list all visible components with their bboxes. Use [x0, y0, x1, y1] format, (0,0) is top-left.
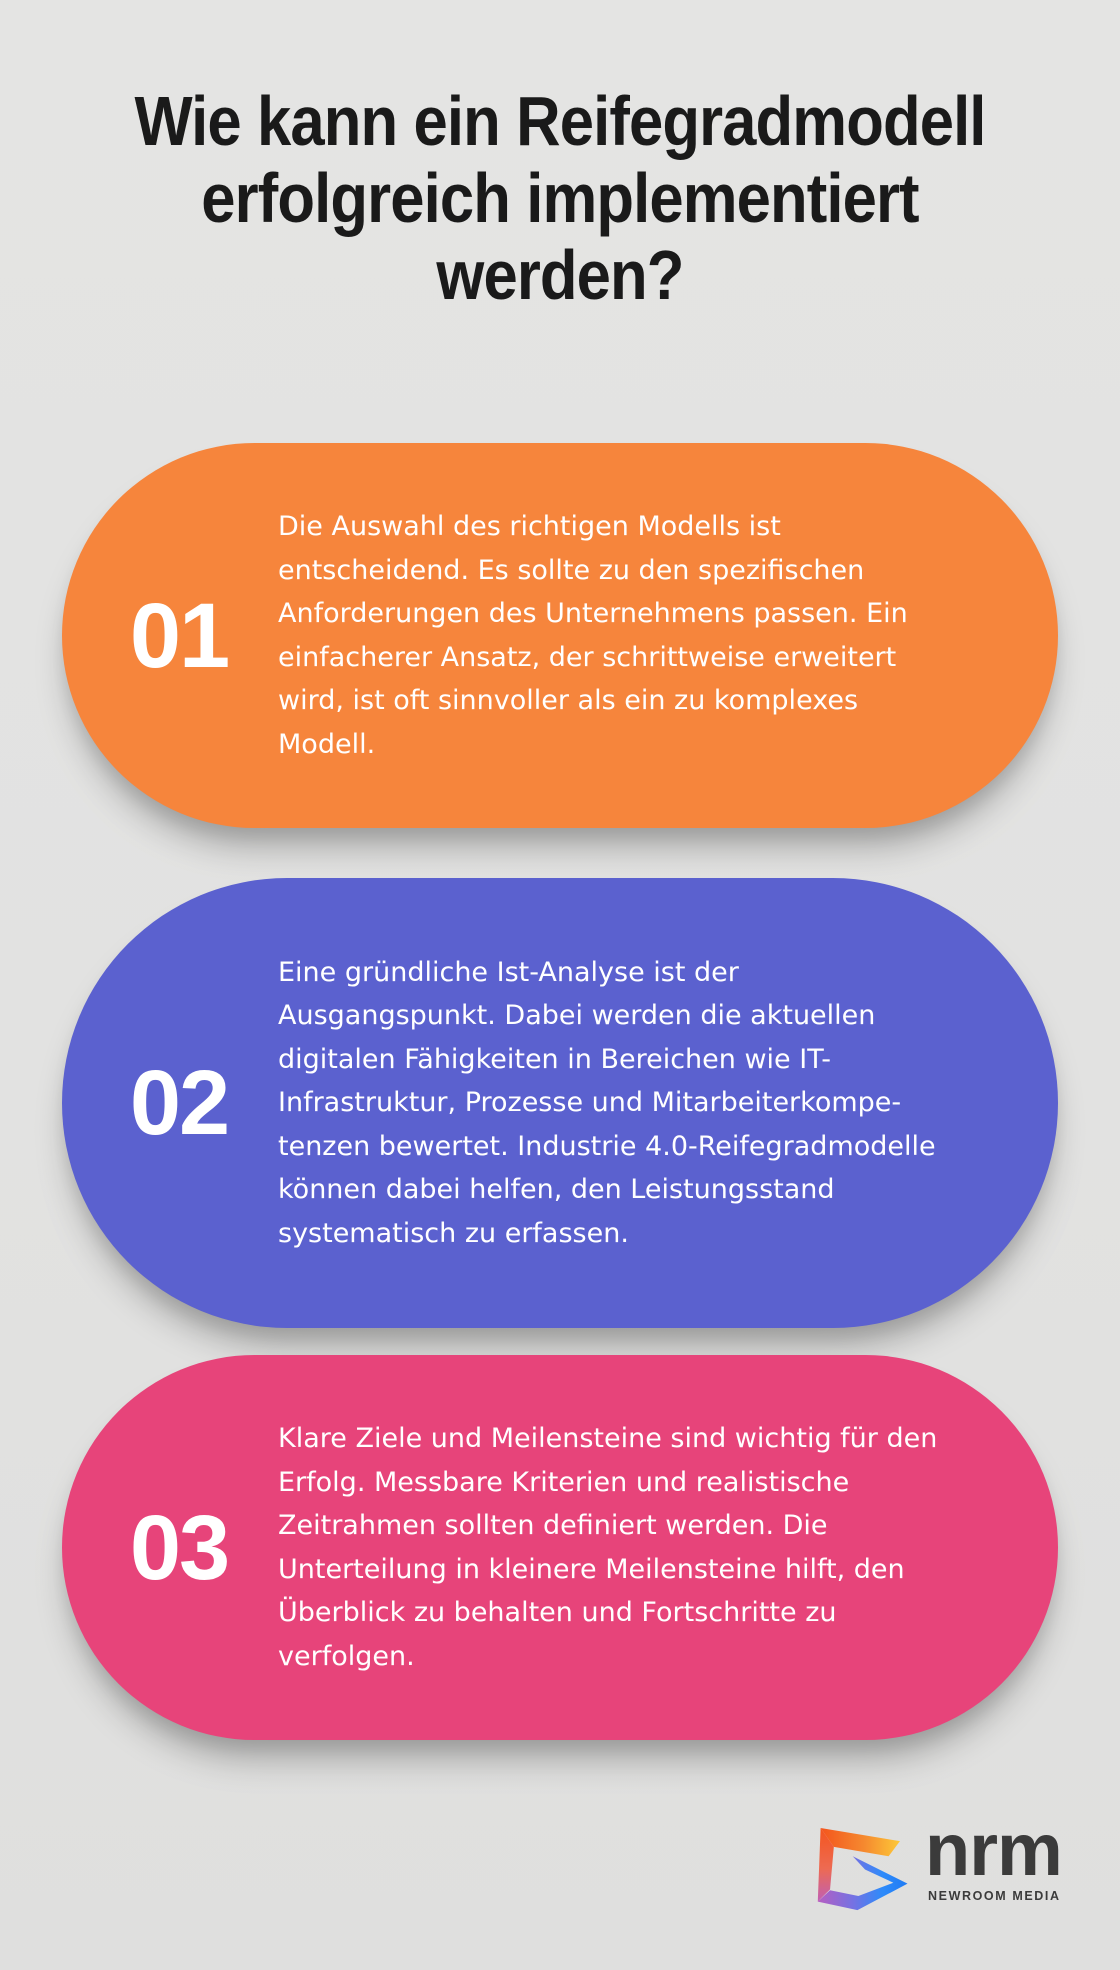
- logo-subtitle: NEWROOM MEDIA: [928, 1889, 1061, 1903]
- footer-logo: nrm NEWROOM MEDIA: [817, 1813, 1077, 1923]
- step-card-1: 01 Die Auswahl des richtigen Modells ist…: [62, 443, 1058, 828]
- step-3-text: Klare Ziele und Meilensteine sind wichti…: [278, 1423, 938, 1672]
- step-card-2: 02 Eine gründliche Ist-Analyse ist der A…: [62, 878, 1058, 1328]
- step-1-text: Die Auswahl des richtigen Modells ist en…: [278, 511, 908, 760]
- step-1-number: 01: [129, 584, 230, 687]
- logo-wordmark: nrm: [925, 1808, 1063, 1891]
- nrm-gradient-g-icon: [817, 1827, 908, 1911]
- step-2-text: Eine gründliche Ist-Analyse ist der Ausg…: [278, 956, 936, 1249]
- step-card-3: 03 Klare Ziele und Meilensteine sind wic…: [62, 1355, 1058, 1740]
- step-3-number: 03: [129, 1496, 230, 1599]
- page-title: Wie kann ein Reifegradmodell erfolgreich…: [134, 82, 986, 314]
- step-2-number: 02: [129, 1052, 230, 1154]
